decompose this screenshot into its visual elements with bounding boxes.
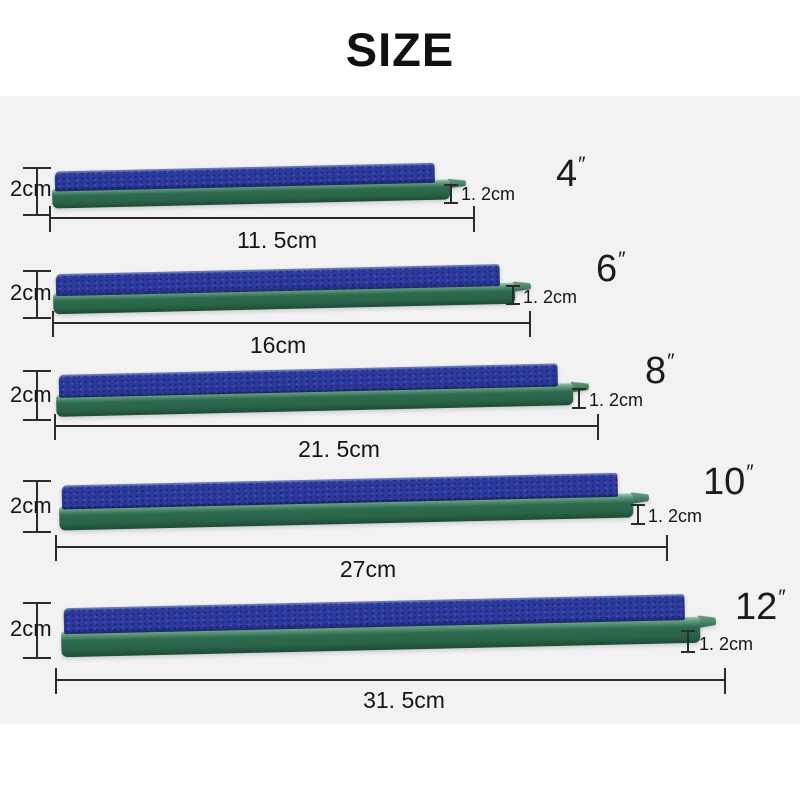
inch-size-label: 12″ [735,586,786,629]
nozzle-label: 1. 2cm [523,287,578,307]
double-prime-mark: ″ [746,460,754,484]
length-label: 27cm [339,556,397,582]
length-label: 11. 5cm [236,227,318,253]
height-label: 2cm [10,616,52,641]
page-title: SIZE [345,23,455,76]
length-dimension-line [52,311,531,337]
inch-value: 12 [735,586,778,628]
height-dimension-line [23,167,51,216]
nozzle-dimension-line [506,285,520,305]
height-label: 2cm [10,493,52,518]
inch-value: 6 [596,248,618,290]
height-dimension-line [23,270,51,319]
inch-value: 4 [556,153,578,195]
length-dimension-line [55,668,726,694]
inch-size-label: 4″ [556,153,586,196]
inch-size-label: 6″ [596,248,626,291]
inch-value: 10 [703,461,746,503]
nozzle-label: 1. 2cm [589,390,644,410]
double-prime-mark: ″ [667,349,675,373]
nozzle-dimension-line [444,184,458,204]
height-label: 2cm [10,280,52,305]
nozzle-dimension-line [572,388,586,409]
length-label: 21. 5cm [298,436,380,462]
length-dimension-line [55,535,668,561]
length-dimension-line [54,414,599,440]
inch-value: 8 [645,350,667,392]
nozzle-label: 1. 2cm [648,506,703,526]
height-dimension-line [23,602,51,659]
length-label: 16cm [249,332,307,358]
double-prime-mark: ″ [778,585,786,609]
nozzle-label: 1. 2cm [699,634,754,654]
nozzle-label: 1. 2cm [461,184,516,204]
length-label: 31. 5cm [363,687,445,713]
height-dimension-line [23,480,51,533]
length-dimension-line [49,206,475,232]
nozzle-dimension-line [681,630,695,653]
height-label: 2cm [10,382,52,407]
double-prime-mark: ″ [618,247,626,271]
nozzle-dimension-line [631,504,645,525]
height-label: 2cm [10,176,52,201]
inch-size-label: 10″ [703,461,754,504]
height-dimension-line [23,370,51,421]
double-prime-mark: ″ [578,152,586,176]
inch-size-label: 8″ [645,350,675,393]
